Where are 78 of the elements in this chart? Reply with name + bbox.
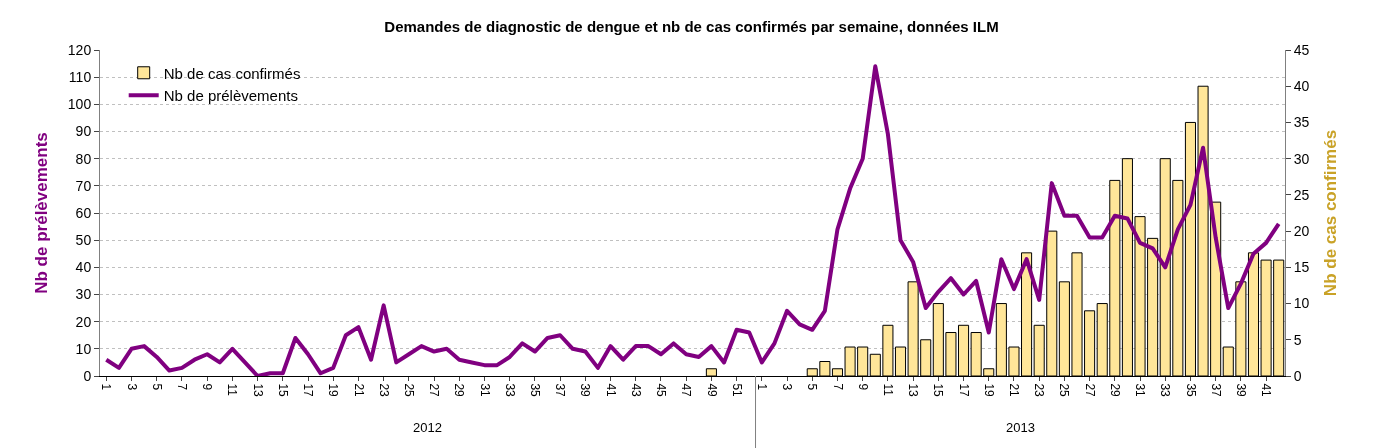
x-tick-label: 37 [553,383,568,398]
x-tick-label: 3 [124,383,139,391]
x-tick-label: 35 [1183,383,1198,398]
y-axis-title: Nb de prélèvements [32,132,52,294]
y-tick-label: 0 [83,367,92,384]
y2-tick-label: 15 [1293,259,1310,276]
y2-tick-label: 20 [1293,223,1310,240]
y-tick-label: 20 [75,313,92,330]
text: 2013 [1006,420,1035,435]
x-tick-label: 49 [704,383,719,398]
x-tick-label: 17 [956,383,971,398]
x-tick-label: 25 [401,383,416,398]
y2-tick-label: 35 [1293,114,1310,131]
x-tick-label: 27 [1082,383,1097,398]
y2-axis-title: Nb de cas confirmés [1320,129,1340,297]
x-tick-label: 25 [1057,383,1072,398]
y-tick-label: 40 [75,259,92,276]
y2-tick-label: 5 [1293,331,1302,348]
y-tick-label: 30 [75,286,92,303]
legend-label: Nb de cas confirmés [163,64,301,82]
y2-tick-label: 45 [1293,41,1310,58]
x-tick-label: 27 [427,383,442,398]
x-tick-label: 13 [906,383,921,398]
y2-tick-label: 30 [1293,150,1310,167]
y-tick-label: 120 [67,41,92,58]
x-tick-label: 43 [628,383,643,398]
x-tick-label: 9 [855,383,870,391]
x-tick-label: 9 [200,383,215,391]
x-tick-label: 31 [1133,383,1148,398]
x-tick-label: 33 [502,383,517,398]
x-tick-label: 51 [729,383,744,398]
x-tick-label: 15 [931,383,946,398]
y-tick-label: 80 [75,150,92,167]
x-tick-label: 35 [528,383,543,398]
x-tick-label: 37 [1208,383,1223,398]
x-tick-label: 47 [679,383,694,398]
x-tick-label: 17 [301,383,316,398]
x-tick-label: 11 [225,383,240,397]
y-tick-label: 50 [75,232,92,249]
x-tick-label: 21 [1007,383,1022,398]
y2-tick-label: 0 [1293,367,1302,384]
y-tick-label: 70 [75,177,92,194]
text: 2012 [413,420,442,435]
x-tick-label: 31 [477,383,492,398]
x-tick-label: 33 [1158,383,1173,398]
y2-tick-label: 40 [1293,78,1310,95]
x-tick-label: 41 [1259,383,1274,398]
y-tick-label: 10 [75,340,92,357]
y-tick-label: 110 [68,69,92,86]
y2-tick-label: 10 [1293,295,1310,312]
x-tick-label: 3 [780,383,795,391]
x-tick-label: 1 [99,383,114,391]
x-tick-label: 19 [981,383,996,398]
chart-title: Demandes de diagnostic de dengue et nb de cas confirmés par semaine, données ILM [384,18,999,36]
x-tick-label: 39 [1233,383,1248,398]
x-tick-label: 5 [805,383,820,391]
x-tick-label: 19 [326,383,341,398]
legend-label: Nb de prélèvements [163,87,298,105]
x-tick-label: 41 [603,383,618,398]
y-tick-label: 90 [75,123,92,140]
x-tick-label: 39 [578,383,593,398]
x-tick-label: 45 [654,383,669,398]
x-tick-label: 29 [452,383,467,398]
x-tick-label: 29 [1107,383,1122,398]
x-tick-label: 1 [754,383,769,391]
y-tick-label: 60 [75,204,92,221]
x-tick-label: 7 [830,383,845,391]
x-tick-label: 11 [881,383,895,397]
y-tick-label: 100 [67,96,92,113]
x-tick-label: 23 [376,383,391,398]
x-tick-label: 21 [351,383,366,398]
line-series [104,64,1281,376]
x-tick-label: 23 [1032,383,1047,398]
x-tick-label: 13 [250,383,265,398]
y2-tick-label: 25 [1293,186,1310,203]
x-tick-label: 5 [149,383,164,391]
x-tick-label: 7 [175,383,190,391]
x-tick-label: 15 [275,383,290,398]
